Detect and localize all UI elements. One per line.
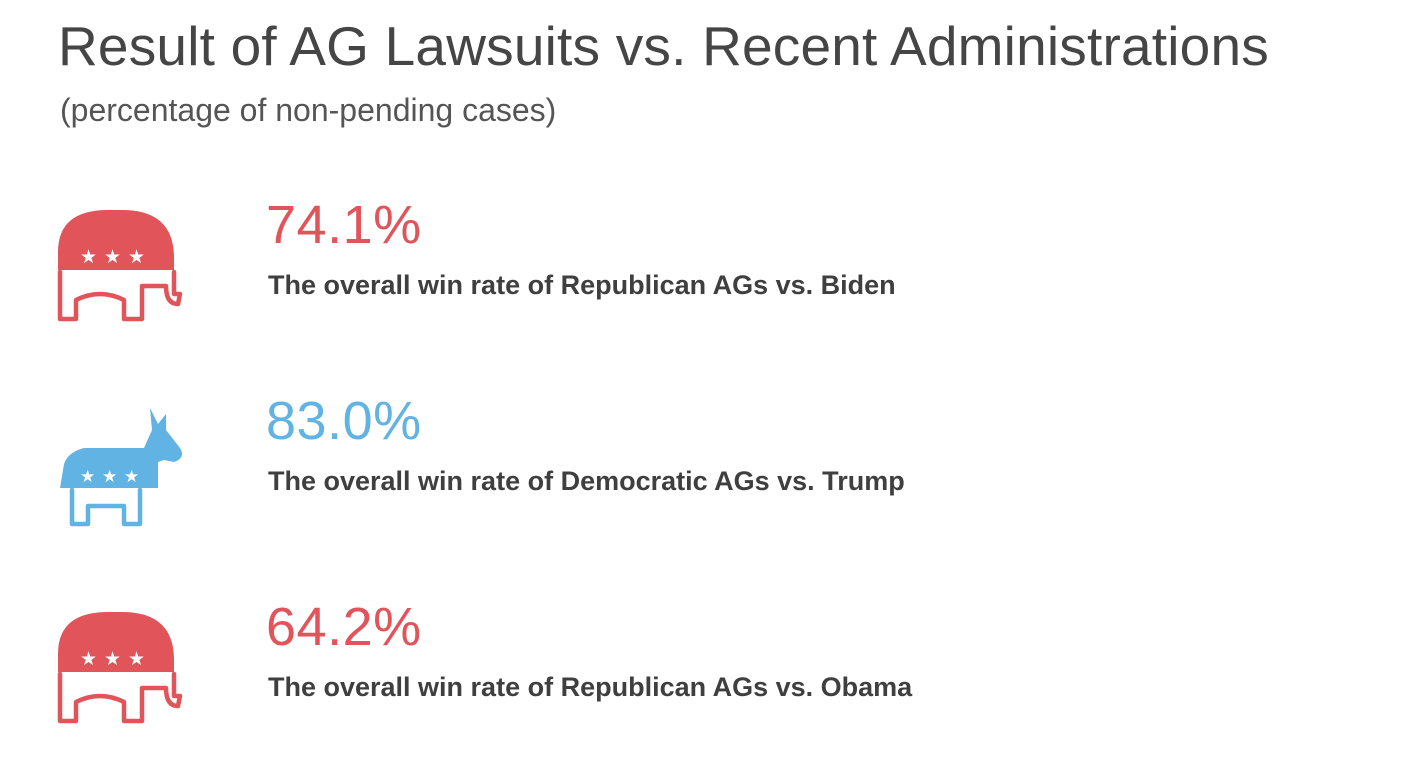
page-subtitle: (percentage of non-pending cases) — [60, 92, 557, 128]
stat-label: The overall win rate of Democratic AGs v… — [268, 466, 905, 496]
svg-text:★: ★ — [80, 648, 97, 670]
svg-text:★: ★ — [128, 246, 145, 268]
page-title: Result of AG Lawsuits vs. Recent Adminis… — [58, 15, 1269, 77]
svg-text:★: ★ — [80, 246, 97, 268]
stat-label: The overall win rate of Republican AGs v… — [268, 672, 913, 702]
democrat-donkey-icon: ★ ★ ★ — [52, 400, 192, 530]
republican-elephant-icon: ★ ★ ★ — [52, 604, 192, 734]
svg-text:★: ★ — [128, 648, 145, 670]
svg-text:★: ★ — [102, 467, 117, 487]
stat-value: 74.1% — [266, 195, 422, 255]
svg-text:★: ★ — [104, 246, 121, 268]
svg-text:★: ★ — [80, 467, 95, 487]
stat-row-republican-biden: ★ ★ ★ 74.1% The overall win rate of Repu… — [0, 190, 1412, 330]
republican-elephant-icon: ★ ★ ★ — [52, 202, 192, 332]
stat-label: The overall win rate of Republican AGs v… — [268, 270, 896, 300]
stat-value: 83.0% — [266, 391, 422, 451]
stat-row-republican-obama: ★ ★ ★ 64.2% The overall win rate of Repu… — [0, 592, 1412, 732]
stat-value: 64.2% — [266, 597, 422, 657]
svg-text:★: ★ — [124, 467, 139, 487]
svg-text:★: ★ — [104, 648, 121, 670]
stat-row-democrat-trump: ★ ★ ★ 83.0% The overall win rate of Demo… — [0, 388, 1412, 528]
